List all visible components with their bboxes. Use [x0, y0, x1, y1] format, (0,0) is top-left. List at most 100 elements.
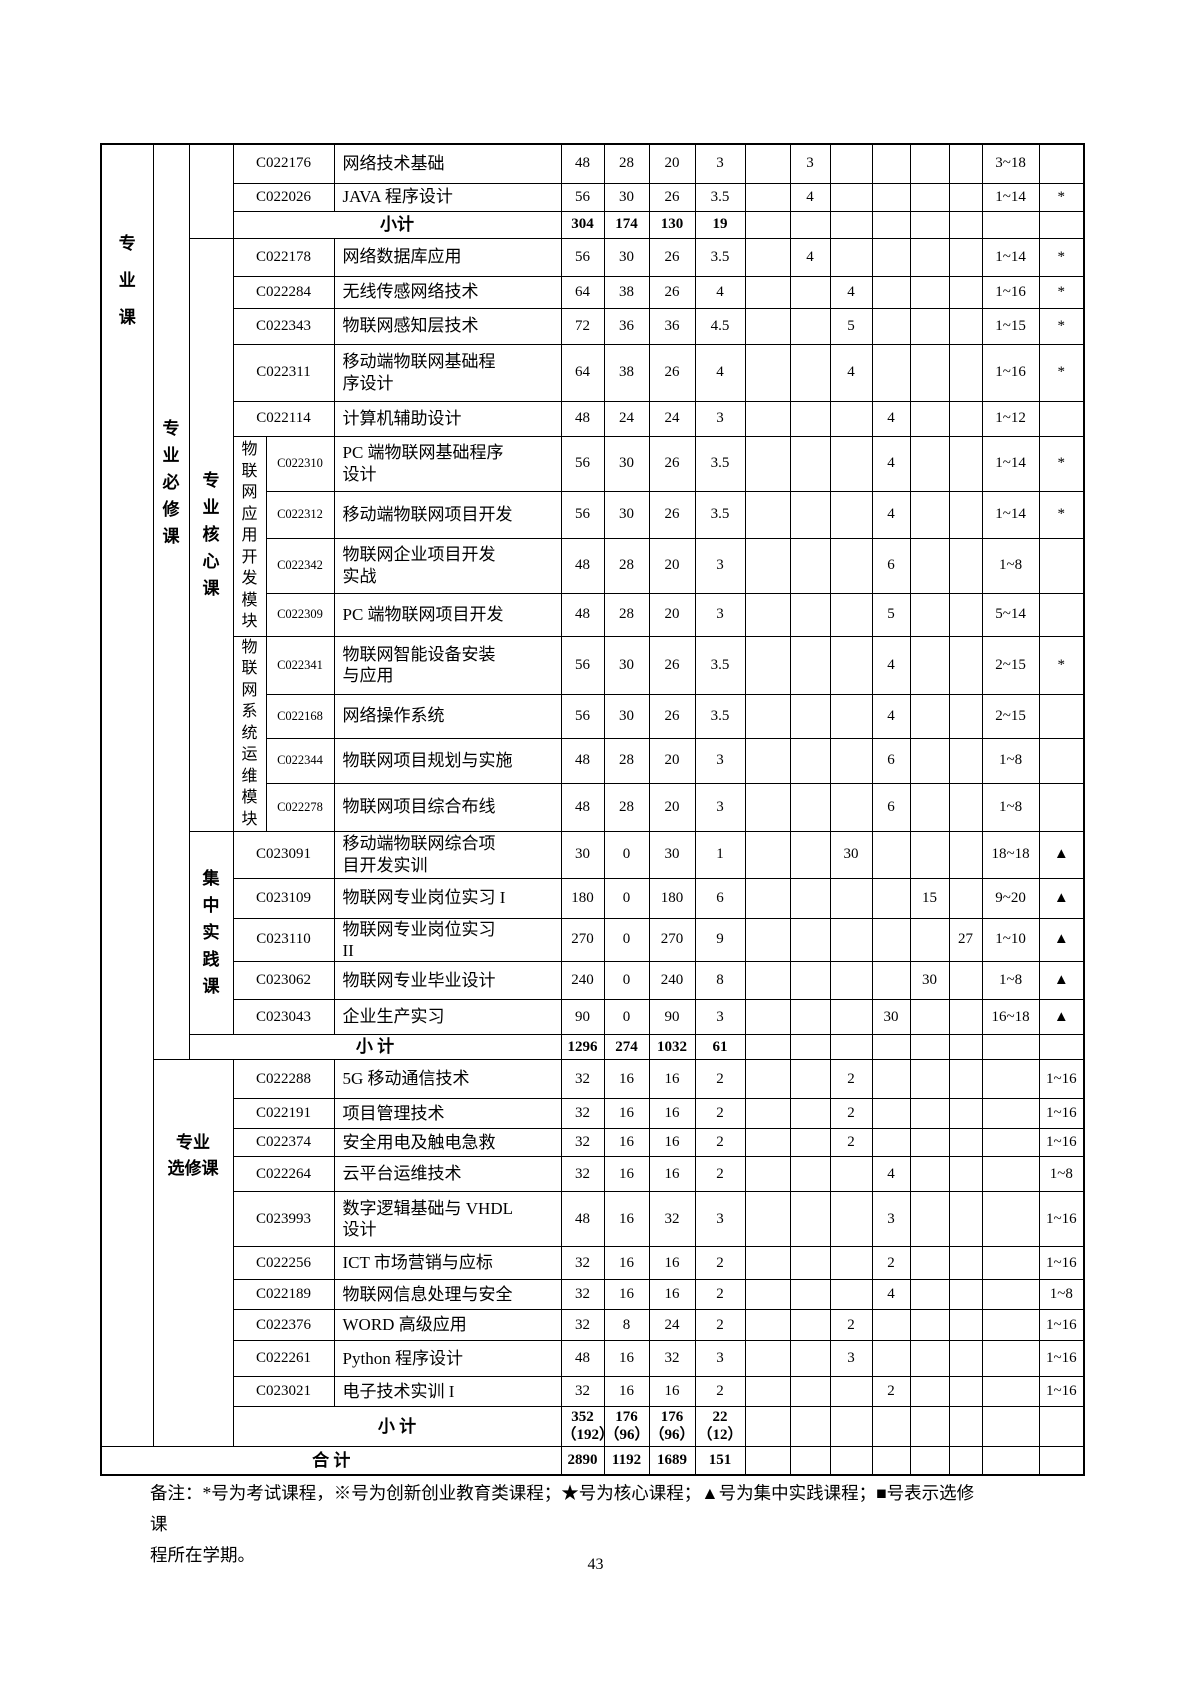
course-name: 物联网项目综合布线 [333, 782, 562, 832]
weeks: 9~20 [981, 877, 1040, 919]
total-hours: 56 [560, 435, 605, 492]
sem-6 [948, 307, 983, 345]
sem-2 [789, 275, 831, 309]
sem-5: 30 [909, 961, 950, 1000]
course-name: 5G 移动通信技术 [333, 1059, 562, 1099]
course-name: 物联网专业岗位实习 II [333, 917, 562, 962]
theory-hours: 30 [603, 435, 650, 492]
sem-3: 2 [829, 1098, 873, 1129]
total-hours: 56 [560, 693, 605, 739]
sem-5 [909, 490, 950, 539]
weeks: 2~15 [981, 693, 1040, 739]
total-hours: 180 [560, 877, 605, 919]
sem-4: 30 [871, 999, 911, 1035]
sem-4 [871, 182, 911, 212]
sem-5 [909, 275, 950, 309]
credits: 4.5 [694, 307, 746, 345]
sem-4 [871, 877, 911, 919]
sem-6 [948, 343, 983, 402]
total-hours: 352 （192） [560, 1406, 605, 1447]
course-code: C023062 [232, 961, 335, 1000]
practice-hours: 20 [648, 737, 696, 784]
sem-4 [871, 307, 911, 345]
sem-5 [909, 1156, 950, 1192]
table-row: C023109 物联网专业岗位实习 I 180 0 180 6 15 9~20 … [101, 877, 1085, 919]
sem-5 [909, 537, 950, 594]
theory-hours: 16 [603, 1340, 650, 1377]
sem-4 [871, 1034, 911, 1060]
theory-hours: 16 [603, 1376, 650, 1407]
sem-1 [744, 961, 791, 1000]
table-row: C022026 JAVA 程序设计 56 30 26 3.5 4 1~14 * [101, 182, 1085, 212]
credits: 19 [694, 210, 746, 239]
sem-6 [948, 1340, 983, 1377]
sem-3 [829, 1406, 873, 1447]
sem-6 [948, 490, 983, 539]
table-row: 专业课 专业必修课 C022176 网络技术基础 48 28 20 3 3 3~… [100, 143, 1085, 1447]
weeks [981, 1191, 1040, 1247]
course-code: C022026 [232, 182, 335, 212]
course-name: 电子技术实训 I [333, 1376, 562, 1407]
practice-hours: 24 [648, 1309, 696, 1341]
marker: ▲ [1038, 830, 1085, 879]
weeks: 1~14 [981, 490, 1040, 539]
marker [1038, 1406, 1085, 1447]
credits: 3 [694, 1191, 746, 1247]
sem-5 [909, 693, 950, 739]
sem-5 [909, 210, 950, 239]
weeks [981, 1279, 1040, 1310]
sem-1 [744, 1128, 791, 1157]
sem-5 [909, 1059, 950, 1099]
marker [1038, 693, 1085, 739]
course-name: 移动端物联网综合项 目开发实训 [333, 830, 562, 879]
practice-hours: 16 [648, 1279, 696, 1310]
marker: 1~16 [1038, 1098, 1085, 1129]
credits: 3 [694, 143, 746, 184]
section-label-required: 专业必修课 [152, 143, 190, 1060]
sem-1 [744, 307, 791, 345]
credits: 2 [694, 1309, 746, 1341]
sem-4: 5 [871, 592, 911, 637]
weeks [981, 1156, 1040, 1192]
practice-hours: 270 [648, 917, 696, 962]
theory-hours: 38 [603, 343, 650, 402]
course-name: PC 端物联网基础程序 设计 [333, 435, 562, 492]
sem-5 [909, 830, 950, 879]
sem-2 [789, 877, 831, 919]
sem-3 [829, 999, 873, 1035]
sem-6 [948, 877, 983, 919]
course-code: C023993 [232, 1191, 335, 1247]
sem-3 [829, 537, 873, 594]
sem-1 [744, 1034, 791, 1060]
credits: 3 [694, 537, 746, 594]
course-name: 移动端物联网基础程 序设计 [333, 343, 562, 402]
sem-1 [744, 917, 791, 962]
practice-hours: 16 [648, 1376, 696, 1407]
table-row: 物联网系统运维模块 C022341 物联网智能设备安装 与应用 56 30 26… [101, 635, 1085, 832]
sem-5 [909, 182, 950, 212]
sem-3 [829, 435, 873, 492]
credits: 4 [694, 343, 746, 402]
sem-4: 4 [871, 490, 911, 539]
total-hours: 32 [560, 1156, 605, 1192]
sem-1 [744, 435, 791, 492]
practice-hours: 20 [648, 782, 696, 832]
practice-hours: 26 [648, 435, 696, 492]
sem-6 [948, 1156, 983, 1192]
sem-4: 6 [871, 737, 911, 784]
course-code: C022341 [265, 635, 335, 695]
weeks: 2~15 [981, 635, 1040, 695]
total-hours: 32 [560, 1098, 605, 1129]
sem-3: 2 [829, 1309, 873, 1341]
sem-6 [948, 1034, 983, 1060]
table-row: 集中实践课 C023091 移动端物联网综合项 目开发实训 30 0 30 1 … [101, 830, 1085, 1035]
total-hours: 304 [560, 210, 605, 239]
theory-hours: 30 [603, 693, 650, 739]
course-name: 云平台运维技术 [333, 1156, 562, 1192]
sem-2 [789, 635, 831, 695]
sem-1 [744, 237, 791, 277]
total-hours: 56 [560, 635, 605, 695]
practice-hours: 32 [648, 1340, 696, 1377]
sem-2 [789, 435, 831, 492]
sem-2 [789, 1446, 831, 1475]
